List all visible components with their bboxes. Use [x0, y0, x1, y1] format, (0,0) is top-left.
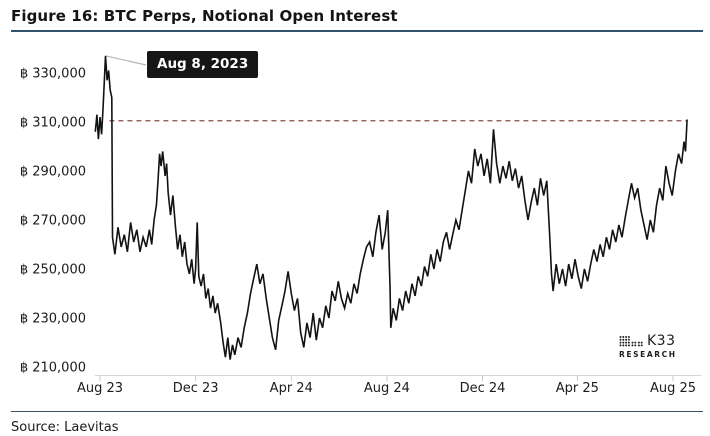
k33-brand-text: K33 — [647, 333, 676, 349]
y-tick-label: ฿ 330,000 — [20, 67, 86, 82]
x-tick-label: Aug 23 — [77, 381, 123, 396]
figure-title: Figure 16: BTC Perps, Notional Open Inte… — [11, 7, 398, 25]
x-tick-label: Dec 23 — [173, 381, 219, 396]
x-tick-label: Aug 25 — [650, 381, 696, 396]
x-tick-label: Apr 25 — [556, 381, 599, 396]
y-tick-label: ฿ 310,000 — [20, 116, 86, 131]
x-tick-label: Dec 24 — [460, 381, 506, 396]
k33-research-logo: K33 RESEARCH — [619, 333, 699, 359]
k33-research-text: RESEARCH — [619, 350, 677, 359]
k33-dots-icon — [619, 335, 643, 346]
x-tick-label: Aug 24 — [364, 381, 410, 396]
y-tick-label: ฿ 230,000 — [20, 312, 86, 327]
figure-header: Figure 16: BTC Perps, Notional Open Inte… — [11, 6, 703, 32]
source-text: Source: Laevitas — [11, 420, 119, 435]
y-tick-label: ฿ 210,000 — [20, 361, 86, 376]
annotation-label: Aug 8, 2023 — [157, 56, 249, 72]
y-tick-label: ฿ 270,000 — [20, 214, 86, 229]
y-tick-label: ฿ 250,000 — [20, 263, 86, 278]
annotation-tooltip: Aug 8, 2023 — [147, 51, 259, 78]
y-tick-label: ฿ 290,000 — [20, 165, 86, 180]
x-tick-label: Apr 24 — [270, 381, 313, 396]
annotation-connector-line — [105, 55, 147, 66]
open-interest-line — [94, 55, 688, 360]
figure-footer: Source: Laevitas — [11, 411, 703, 435]
